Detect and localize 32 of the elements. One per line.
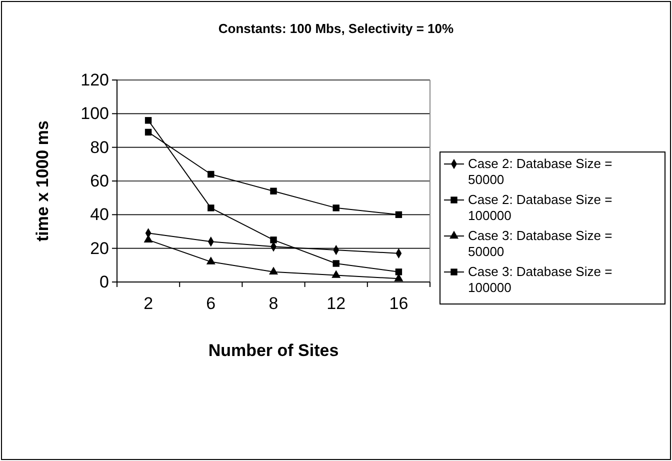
y-tick-label: 20 bbox=[90, 238, 109, 258]
y-tick-label: 0 bbox=[100, 272, 109, 292]
x-tick-label: 6 bbox=[206, 294, 216, 313]
y-tick-label: 80 bbox=[90, 138, 109, 157]
point bbox=[206, 256, 216, 264]
y-axis-title: time x 1000 ms bbox=[33, 120, 52, 242]
legend-label: Case 2: Database Size = 50000 bbox=[468, 156, 612, 187]
x-tick-label: 8 bbox=[268, 294, 278, 313]
point bbox=[144, 128, 152, 136]
x-tick-label: 16 bbox=[389, 294, 408, 313]
chart-title: Constants: 100 Mbs, Selectivity = 10% bbox=[218, 21, 454, 36]
point bbox=[332, 204, 340, 212]
point bbox=[332, 270, 341, 278]
point bbox=[208, 204, 214, 212]
x-tick-label: 2 bbox=[144, 294, 154, 313]
x-tick-label: 12 bbox=[326, 294, 346, 313]
y-tick-label: 60 bbox=[90, 171, 109, 190]
point bbox=[395, 211, 402, 218]
legend-label: Case 3: Database Size = 50000 bbox=[468, 228, 612, 259]
y-tick-label: 100 bbox=[80, 104, 109, 124]
point bbox=[269, 266, 278, 274]
legend-label: Case 2: Database Size = 100000 bbox=[468, 192, 612, 223]
legend-label: Case 3: Database Size = 100000 bbox=[468, 264, 612, 295]
y-tick-label: 40 bbox=[90, 205, 109, 224]
point bbox=[332, 260, 340, 267]
point bbox=[270, 188, 277, 194]
y-tick-label: 120 bbox=[80, 70, 109, 90]
point bbox=[208, 170, 214, 178]
point bbox=[144, 117, 152, 124]
x-axis-title: Number of Sites bbox=[208, 341, 339, 360]
point bbox=[270, 236, 277, 244]
point bbox=[395, 268, 402, 276]
